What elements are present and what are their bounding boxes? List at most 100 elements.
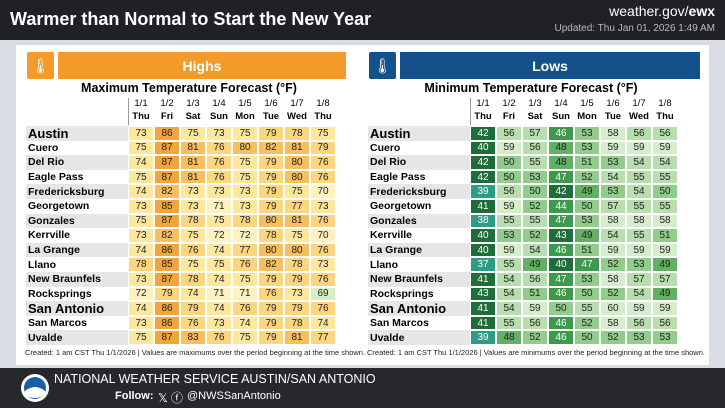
temp-cell: 86: [154, 242, 180, 258]
temp-cell: 74: [128, 301, 154, 316]
office: NATIONAL WEATHER SERVICE AUSTIN/SAN ANTO…: [54, 372, 376, 386]
handle[interactable]: @NWSSanAntonio: [187, 390, 281, 402]
temp-cell: 46: [548, 242, 574, 258]
city: Fredericksburg: [368, 184, 470, 199]
temp-cell: 51: [522, 286, 548, 302]
temp-cell: 76: [180, 242, 206, 258]
temp-cell: 49: [574, 228, 600, 243]
temp-cell: 53: [574, 213, 600, 229]
temp-cell: 87: [154, 213, 180, 229]
temp-cell: 55: [626, 169, 652, 185]
temp-cell: 42: [470, 169, 496, 185]
temp-cell: 75: [232, 155, 258, 170]
temp-cell: 79: [154, 286, 180, 302]
day: Thu: [474, 111, 492, 122]
site-prefix[interactable]: weather.gov/: [609, 3, 689, 19]
city: Gonzales: [368, 213, 470, 229]
temp-cell: 78: [180, 272, 206, 287]
temp-cell: 76: [310, 242, 336, 258]
city: Austin: [368, 126, 470, 141]
temp-cell: 85: [154, 257, 180, 272]
temp-cell: 53: [574, 126, 600, 141]
temp-cell: 80: [258, 213, 284, 229]
temp-cell: 47: [548, 169, 574, 185]
temp-cell: 87: [154, 330, 180, 345]
temp-cell: 81: [180, 140, 206, 156]
temp-cell: 75: [128, 140, 154, 156]
temp-cell: 52: [600, 286, 626, 302]
city: New Braunfels: [368, 272, 470, 287]
temp-cell: 78: [258, 228, 284, 243]
temp-cell: 73: [310, 199, 336, 214]
temp-cell: 76: [310, 155, 336, 170]
temp-cell: 74: [310, 315, 336, 331]
temp-cell: 59: [652, 242, 678, 258]
temp-cell: 49: [522, 257, 548, 272]
temp-cell: 52: [522, 330, 548, 345]
temp-cell: 73: [284, 286, 310, 302]
temp-cell: 75: [206, 213, 232, 229]
city: Uvalde: [26, 330, 128, 345]
temp-cell: 78: [128, 257, 154, 272]
temp-cell: 55: [522, 155, 548, 170]
temp-cell: 54: [600, 169, 626, 185]
temp-cell: 80: [232, 140, 258, 156]
temp-cell: 53: [600, 155, 626, 170]
temp-cell: 47: [574, 257, 600, 272]
day: Wed: [287, 111, 307, 122]
temp-cell: 53: [574, 272, 600, 287]
temp-cell: 38: [470, 213, 496, 229]
temp-cell: 86: [154, 301, 180, 316]
highs-label: Highs: [58, 52, 346, 79]
temp-cell: 73: [232, 184, 258, 199]
temp-cell: 57: [522, 126, 548, 141]
temp-cell: 39: [470, 184, 496, 199]
day: Tue: [604, 111, 622, 122]
temp-cell: 82: [258, 140, 284, 156]
temp-cell: 83: [180, 330, 206, 345]
temp-cell: 43: [548, 228, 574, 243]
temp-cell: 56: [522, 315, 548, 331]
temp-cell: 52: [600, 257, 626, 272]
temp-cell: 39: [470, 330, 496, 345]
city: Del Rio: [368, 155, 470, 170]
temp-cell: 56: [626, 315, 652, 331]
temp-cell: 41: [470, 301, 496, 316]
temp-cell: 46: [548, 126, 574, 141]
city: Austin: [26, 126, 128, 141]
temp-cell: 41: [470, 199, 496, 214]
temp-cell: 58: [652, 213, 678, 229]
site[interactable]: weather.gov/ewx: [609, 3, 715, 19]
temp-cell: 49: [652, 257, 678, 272]
city: Rocksprings: [368, 286, 470, 302]
temp-cell: 47: [548, 213, 574, 229]
temp-cell: 73: [206, 184, 232, 199]
temp-cell: 79: [258, 126, 284, 141]
temp-cell: 76: [206, 140, 232, 156]
date: 1/2: [502, 98, 516, 109]
temp-cell: 50: [496, 169, 522, 185]
date: 1/4: [554, 98, 568, 109]
day: Mon: [577, 111, 597, 122]
temp-cell: 76: [232, 257, 258, 272]
temp-cell: 54: [522, 242, 548, 258]
temp-cell: 87: [154, 169, 180, 185]
highs-footnote: Created: 1 am CST Thu 1/1/2026 | Values …: [25, 348, 366, 357]
city: La Grange: [26, 242, 128, 258]
temp-cell: 72: [128, 286, 154, 302]
social-icons[interactable]: 𝕏 ⓕ: [158, 391, 184, 405]
temp-cell: 48: [548, 140, 574, 156]
temp-cell: 55: [652, 199, 678, 214]
day: Mon: [235, 111, 255, 122]
city: La Grange: [368, 242, 470, 258]
temp-cell: 73: [128, 126, 154, 141]
temp-cell: 59: [600, 242, 626, 258]
temp-cell: 86: [154, 126, 180, 141]
temp-cell: 81: [284, 213, 310, 229]
temp-cell: 80: [284, 169, 310, 185]
city: Eagle Pass: [26, 169, 128, 185]
site-suffix[interactable]: ewx: [688, 3, 715, 19]
temp-cell: 76: [206, 155, 232, 170]
temp-cell: 59: [600, 140, 626, 156]
temp-cell: 75: [128, 330, 154, 345]
